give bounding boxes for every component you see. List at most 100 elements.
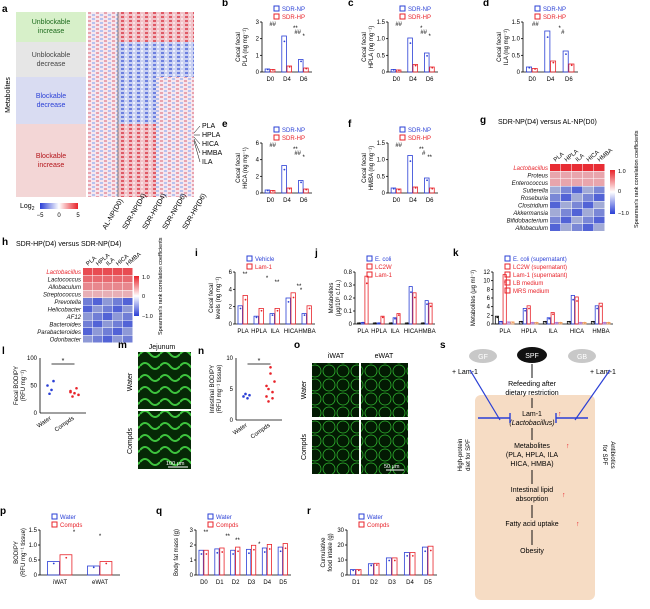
- legend-label-0: SDR-NP: [543, 7, 566, 13]
- bar: [392, 317, 397, 325]
- legend-swatch-1: [366, 263, 373, 270]
- g-col-ILA: ILA: [575, 153, 586, 163]
- h-cell: [83, 320, 93, 328]
- point: [237, 550, 239, 553]
- legend-label-1: LC2W (supernatant): [513, 265, 567, 271]
- panel-o: o iWAT eWAT Water Compds 50 μm: [294, 340, 408, 474]
- legend-label-0: SDR-NP: [282, 7, 305, 13]
- group-box-unblockable-decrease: [16, 42, 86, 77]
- h-cell: [123, 320, 133, 328]
- bar: [235, 546, 241, 576]
- point: [284, 547, 287, 550]
- g-cell: [561, 171, 572, 179]
- point: [534, 68, 536, 70]
- h-cell: [113, 275, 123, 283]
- xtick-D0: D0: [528, 77, 536, 83]
- bar: [574, 296, 579, 325]
- s-spf-label: SPF: [525, 353, 539, 360]
- legend-label-1: SDR-HP: [408, 15, 431, 21]
- point: [426, 179, 428, 182]
- h-row-Streptococcus: Streptococcus: [43, 293, 81, 299]
- g-col-PLA: PLA: [553, 152, 566, 164]
- bar: [285, 297, 291, 325]
- xtick-ILA: ILA: [548, 329, 557, 335]
- g-cell: [561, 216, 572, 224]
- group-label-unblockable-increase-1: Unblockable: [32, 19, 71, 26]
- h-cell: [93, 335, 103, 343]
- legend-swatch-0: [504, 255, 511, 262]
- h-cell: [83, 298, 93, 305]
- s-mouse-gf: [469, 349, 497, 363]
- label-ila: ILA: [202, 159, 213, 166]
- ytick: 2: [256, 37, 260, 43]
- point: [77, 393, 80, 397]
- point: [393, 559, 396, 562]
- ytick: 0.5: [29, 558, 38, 564]
- xtick-D4: D4: [409, 198, 417, 204]
- point: [365, 282, 368, 285]
- s-lam-sub: (Lactobacillus): [509, 420, 554, 427]
- sig-mark: ##: [269, 22, 276, 28]
- point: [239, 307, 242, 310]
- ylabel-2: PLA (ng mg⁻¹): [243, 28, 249, 67]
- group-box-blockable-decrease: [16, 77, 86, 124]
- bar: [277, 546, 283, 576]
- panel-label-r: r: [307, 506, 311, 517]
- legend-label-1: SDR-HP: [282, 15, 305, 21]
- bar: [274, 307, 280, 325]
- group-box-blockable-increase: [16, 124, 86, 197]
- panel-label-p: p: [0, 506, 6, 517]
- point: [269, 372, 272, 375]
- point: [265, 384, 268, 388]
- legend-label-1: Compds: [367, 523, 389, 529]
- g-cell: [572, 194, 583, 201]
- point: [276, 309, 279, 312]
- point: [267, 387, 270, 391]
- g-cell: [550, 224, 561, 231]
- point: [570, 64, 573, 67]
- bar: [47, 561, 60, 576]
- panel-b: b SDR-NP SDR-HP 0 1 2 3 Cecal fecal PLA (ng mg⁻¹…: [222, 0, 312, 83]
- point: [528, 66, 531, 69]
- o-image-compds-iwat: [312, 420, 359, 474]
- legend-label-1: SDR-HP: [543, 15, 566, 21]
- legend-swatch-0: [273, 126, 280, 133]
- g-cell: [550, 216, 561, 224]
- g-cell: [583, 216, 594, 224]
- point: [272, 68, 274, 71]
- s-obesity: Obesity: [520, 548, 544, 555]
- point: [409, 42, 412, 44]
- panel-p: p Water Compds 0 0.5 1.0 1.5 BODIPY (RFU mg⁻¹ ti…: [0, 506, 120, 586]
- point: [406, 322, 409, 325]
- point: [50, 388, 53, 392]
- o-image-compds-ewat: [361, 420, 408, 474]
- g-cell: [561, 164, 572, 171]
- h-row-Helicobacter: Helicobacter: [48, 308, 82, 314]
- h-cell: [103, 305, 113, 313]
- point: [300, 60, 302, 63]
- point: [592, 320, 595, 323]
- ytick: 0: [341, 573, 345, 579]
- g-cell: [594, 194, 605, 201]
- bar: [421, 546, 428, 576]
- s-refeed-2: dietary restriction: [505, 390, 558, 397]
- ytick: 0: [34, 573, 38, 579]
- legend-swatch-1: [246, 263, 253, 270]
- sig-mark: **: [243, 272, 248, 278]
- h-cell: [113, 283, 123, 290]
- group-label-blockable-increase-1: Blockable: [36, 153, 66, 160]
- h-scale-t2: 0: [142, 294, 145, 300]
- legend-label-0: SDR-NP: [408, 7, 431, 13]
- h-scale-t4: −1.0: [142, 314, 153, 320]
- g-cell: [572, 186, 583, 194]
- ytick: 4: [229, 287, 233, 293]
- point: [546, 36, 549, 39]
- bar: [502, 274, 507, 325]
- point: [287, 301, 290, 303]
- ytick: 6: [256, 141, 260, 147]
- legend-swatch-1: [273, 13, 280, 20]
- ytick: 10: [337, 558, 344, 564]
- h-row-AF12: AF12: [66, 315, 82, 321]
- point: [524, 309, 527, 312]
